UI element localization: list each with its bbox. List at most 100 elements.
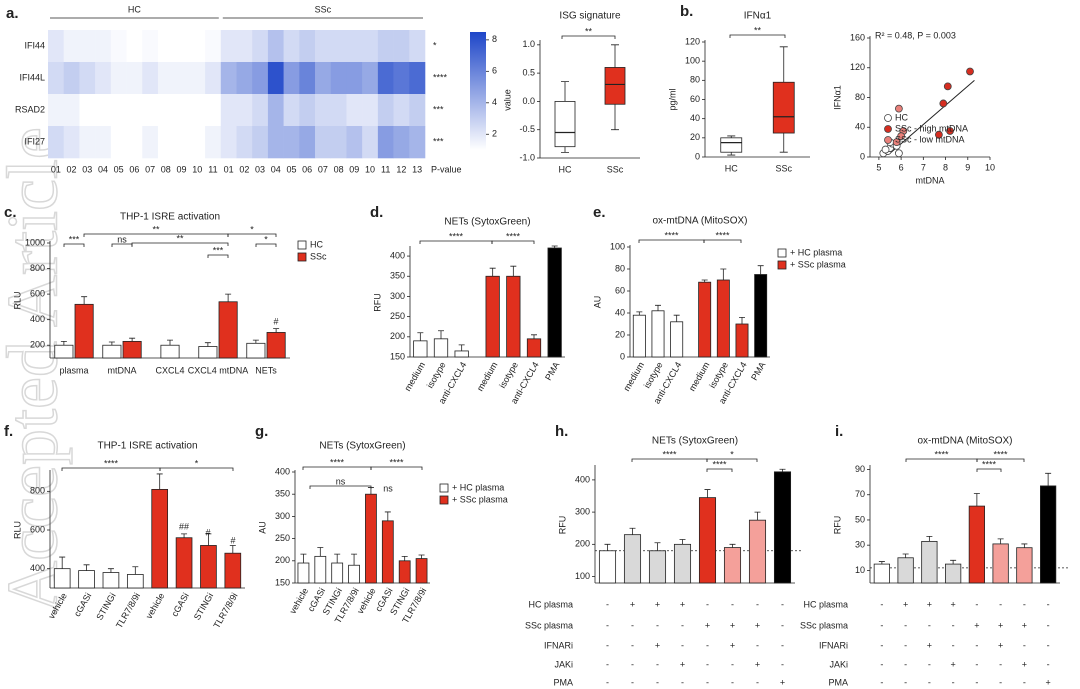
bar — [198, 346, 218, 359]
heatmap-cell — [299, 30, 316, 63]
y-tick-label: 80 — [615, 263, 625, 273]
significance-bracket — [111, 243, 133, 247]
heatmap-cell — [393, 94, 410, 127]
y-tick-label: 90 — [855, 464, 865, 474]
significance-bracket — [631, 458, 708, 462]
y-tick-label: 40 — [855, 122, 865, 132]
table-cell: - — [975, 599, 978, 609]
table-cell: - — [975, 640, 978, 650]
column-label: 07 — [318, 164, 328, 174]
bar — [698, 497, 717, 584]
table-cell: - — [1047, 620, 1050, 630]
legend-label: + HC plasma — [790, 247, 842, 257]
legend-swatch — [777, 260, 787, 270]
heatmap-cell — [346, 94, 363, 127]
heatmap-cell — [393, 62, 410, 95]
significance-bracket — [976, 468, 1002, 472]
error-bar — [401, 555, 408, 561]
row-label: RSAD2 — [15, 104, 45, 114]
table-cell: + — [1022, 620, 1027, 630]
table-cell: - — [756, 599, 759, 609]
heatmap-cell — [205, 94, 222, 127]
table-cell: - — [756, 640, 759, 650]
heatmap-cell — [95, 30, 112, 63]
legend-label: + SSc plasma — [452, 494, 508, 504]
significance-bracket — [491, 240, 535, 244]
significance-bracket — [309, 485, 372, 489]
colorbar-label: 8 — [492, 34, 497, 44]
heatmap-cell — [110, 126, 127, 159]
heatmap-cell — [220, 126, 237, 159]
column-label: 13 — [412, 164, 422, 174]
x-tick-label: cGASi — [72, 591, 93, 618]
x-tick-label: medium — [402, 360, 427, 393]
bar — [723, 547, 742, 584]
bar — [632, 314, 646, 358]
y-tick-label: 800 — [30, 263, 45, 273]
y-tick-label: 250 — [390, 311, 405, 321]
annotation: * — [264, 234, 268, 244]
table-cell: - — [631, 659, 634, 669]
legend-swatch — [884, 114, 892, 122]
heatmap-cell — [362, 30, 379, 63]
table-row-label: IFNARi — [819, 640, 848, 650]
table-cell: - — [1047, 599, 1050, 609]
point — [892, 138, 901, 147]
table-cell: + — [655, 640, 660, 650]
heatmap-cell — [330, 126, 347, 159]
p-value-label: P-value — [431, 164, 462, 174]
y-tick-label: 0 — [860, 151, 865, 161]
error-bar — [156, 473, 163, 490]
bar — [175, 537, 193, 589]
y-tick-label: 50 — [855, 514, 865, 524]
column-label: 09 — [177, 164, 187, 174]
y-tick-label: 200 — [275, 555, 290, 565]
error-bar — [654, 542, 661, 551]
error-bar — [510, 265, 517, 277]
bar — [160, 344, 180, 359]
table-cell: + — [730, 640, 735, 650]
error-bar — [950, 559, 957, 565]
significance-bracket — [976, 458, 1025, 462]
annotation: **** — [389, 457, 404, 467]
table-cell: - — [731, 599, 734, 609]
heatmap-cell — [283, 62, 300, 95]
annotation: ** — [176, 233, 184, 243]
table-cell: - — [904, 620, 907, 630]
bar — [102, 344, 122, 359]
annotation: * — [730, 449, 734, 459]
y-tick-label: 40 — [615, 307, 625, 317]
bar — [748, 519, 767, 584]
error-bar — [1021, 543, 1028, 548]
table-cell: + — [705, 620, 710, 630]
error-bar — [679, 539, 686, 545]
heatmap-cell — [252, 30, 269, 63]
heatmap-cell — [79, 94, 96, 127]
heatmap-cell — [409, 126, 426, 159]
table-cell: + — [655, 599, 660, 609]
y-axis-label: RLU — [12, 521, 22, 539]
y-axis-label: AU — [257, 521, 267, 534]
column-label: 03 — [255, 164, 265, 174]
y-tick-label: -1.0 — [519, 152, 535, 162]
annotation: ## — [179, 521, 189, 531]
bar — [126, 574, 144, 589]
error-bar — [720, 268, 727, 280]
y-tick-label: 20 — [690, 132, 700, 142]
legend-label: HC — [310, 239, 323, 249]
column-label: 11 — [381, 164, 390, 174]
error-bar — [59, 556, 66, 569]
x-tick-label: CXCL4 — [155, 365, 184, 375]
error-bar — [489, 267, 496, 277]
heatmap-cell — [362, 94, 379, 127]
table-cell: - — [631, 640, 634, 650]
legend-swatch — [297, 240, 307, 250]
table-cell: - — [999, 677, 1002, 687]
table-cell: - — [904, 659, 907, 669]
bar — [506, 275, 521, 358]
error-bar — [926, 535, 933, 542]
bar — [670, 321, 684, 358]
error-bar — [655, 304, 661, 311]
annotation: **** — [104, 458, 119, 468]
y-tick-label: 150 — [390, 351, 405, 361]
